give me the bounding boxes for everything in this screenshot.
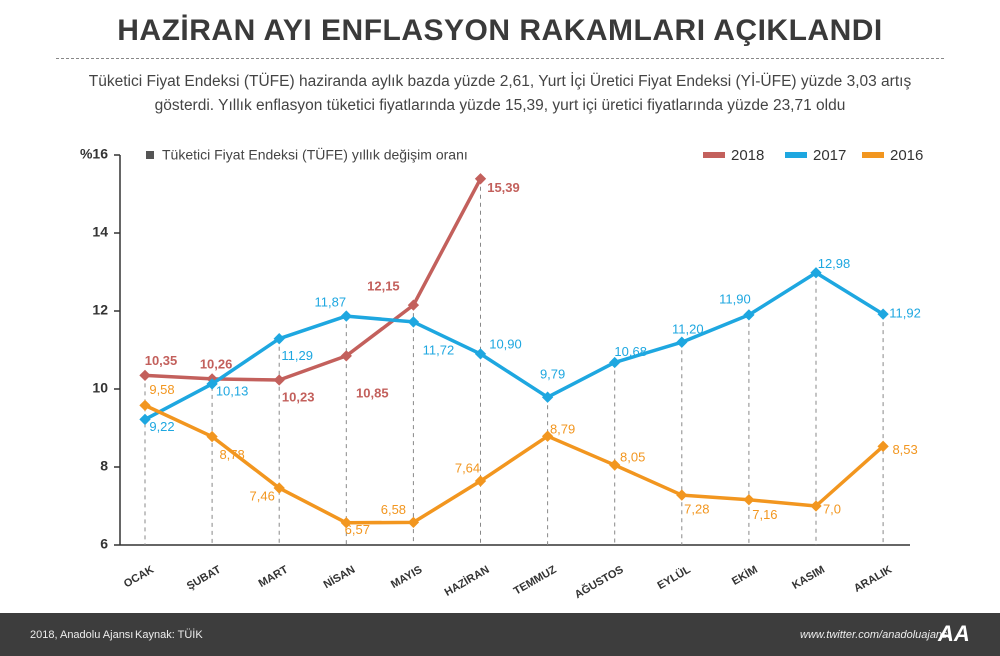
data-label: 10,90 — [489, 336, 522, 351]
legend-marker — [146, 151, 154, 159]
source: Kaynak: TÜİK — [135, 629, 203, 641]
x-tick-label: TEMMUZ — [512, 564, 559, 598]
point — [474, 348, 487, 360]
data-label: 8,79 — [550, 422, 575, 437]
data-label: 11,20 — [672, 322, 704, 337]
x-tick-label: MART — [257, 564, 291, 590]
subtitle: Tüketici Fiyat Endeksi (TÜFE) haziranda … — [88, 73, 912, 114]
chart: Tüketici Fiyat Endeksi (TÜFE) yıllık değ… — [80, 146, 923, 602]
x-tick-label: HAZİRAN — [442, 563, 491, 599]
legend-title: Tüketici Fiyat Endeksi (TÜFE) yıllık değ… — [162, 146, 468, 163]
point — [810, 500, 822, 512]
legend-label: 2017 — [813, 147, 846, 164]
point — [206, 430, 218, 443]
point — [139, 369, 151, 382]
data-label: 6,58 — [381, 502, 406, 517]
title: HAZİRAN AYI ENFLASYON RAKAMLARI AÇIKLAND… — [117, 14, 883, 47]
data-label: 7,0 — [823, 501, 841, 516]
data-label: 7,28 — [684, 502, 709, 517]
data-label: 15,39 — [487, 180, 520, 195]
x-tick-label: KASIM — [790, 564, 827, 592]
link: www.twitter.com/anadoluajansi — [800, 629, 950, 641]
data-label: 12,15 — [367, 279, 400, 294]
point — [273, 482, 285, 494]
footer: 2018, Anadolu Ajansı Kaynak: TÜİK www.tw… — [0, 613, 1000, 656]
logo: AA — [938, 621, 970, 646]
x-tick-label: MAYIS — [389, 564, 424, 591]
point — [206, 378, 218, 390]
y-tick-label: 10 — [92, 380, 108, 396]
legend-label: 2016 — [890, 147, 923, 164]
x-tick-label: ARALIK — [852, 564, 894, 595]
data-label: 7,16 — [752, 507, 777, 522]
y-tick-label: 8 — [100, 458, 108, 474]
data-label: 11,87 — [315, 295, 347, 310]
series-line — [144, 403, 885, 525]
point — [609, 356, 621, 369]
x-tick-label: AĞUSTOS — [572, 563, 625, 601]
data-label: 8,05 — [620, 449, 645, 464]
data-label: 10,23 — [282, 389, 315, 404]
x-tick-label: OCAK — [122, 564, 156, 591]
y-tick-label: %16 — [80, 146, 108, 162]
legend-swatch — [862, 152, 884, 158]
data-label: 9,79 — [540, 367, 565, 382]
data-label: 12,98 — [818, 256, 851, 271]
data-label: 11,72 — [423, 342, 455, 357]
data-label: 8,53 — [892, 442, 917, 457]
y-tick-label: 12 — [92, 302, 108, 318]
point — [474, 173, 487, 185]
point — [407, 299, 420, 311]
y-tick-label: 14 — [92, 224, 108, 240]
data-label: 7,46 — [250, 488, 275, 503]
data-label: 8,78 — [219, 447, 244, 462]
divider — [56, 58, 944, 59]
point — [877, 440, 889, 452]
legend-swatch — [703, 152, 725, 158]
x-tick-label: EKİM — [730, 563, 760, 588]
data-label: 10,68 — [614, 344, 647, 359]
x-tick-label: NİSAN — [321, 563, 357, 591]
point — [676, 489, 688, 501]
credit: 2018, Anadolu Ajansı — [30, 629, 134, 641]
data-label: 11,92 — [889, 306, 921, 321]
data-label: 11,90 — [719, 291, 751, 306]
point — [340, 310, 352, 322]
data-label: 9,22 — [149, 419, 174, 434]
point — [474, 475, 487, 487]
data-label: 11,29 — [281, 348, 313, 363]
series-line — [144, 177, 483, 382]
point — [407, 516, 420, 529]
x-tick-label: EYLÜL — [655, 563, 693, 592]
y-tick-label: 6 — [100, 536, 108, 552]
point — [273, 374, 285, 386]
point — [743, 494, 755, 506]
data-label: 10,85 — [356, 385, 389, 400]
point — [810, 267, 822, 279]
point — [340, 350, 352, 362]
data-label: 6,57 — [345, 522, 370, 537]
point — [273, 333, 285, 345]
point — [139, 399, 151, 412]
point — [407, 316, 420, 328]
data-label: 10,13 — [216, 383, 249, 398]
series-line — [144, 271, 885, 421]
data-label: 9,58 — [149, 382, 174, 397]
legend-label: 2018 — [731, 147, 764, 164]
point — [676, 336, 688, 348]
point — [609, 459, 621, 471]
point — [541, 430, 554, 442]
legend-swatch — [785, 152, 807, 158]
data-label: 10,26 — [200, 356, 233, 371]
point — [340, 517, 352, 529]
point — [877, 308, 889, 320]
data-label: 7,64 — [455, 460, 480, 475]
data-label: 10,35 — [145, 353, 178, 368]
x-tick-label: ŞUBAT — [185, 564, 223, 593]
point — [139, 413, 151, 426]
point — [743, 309, 755, 321]
point — [541, 391, 554, 403]
